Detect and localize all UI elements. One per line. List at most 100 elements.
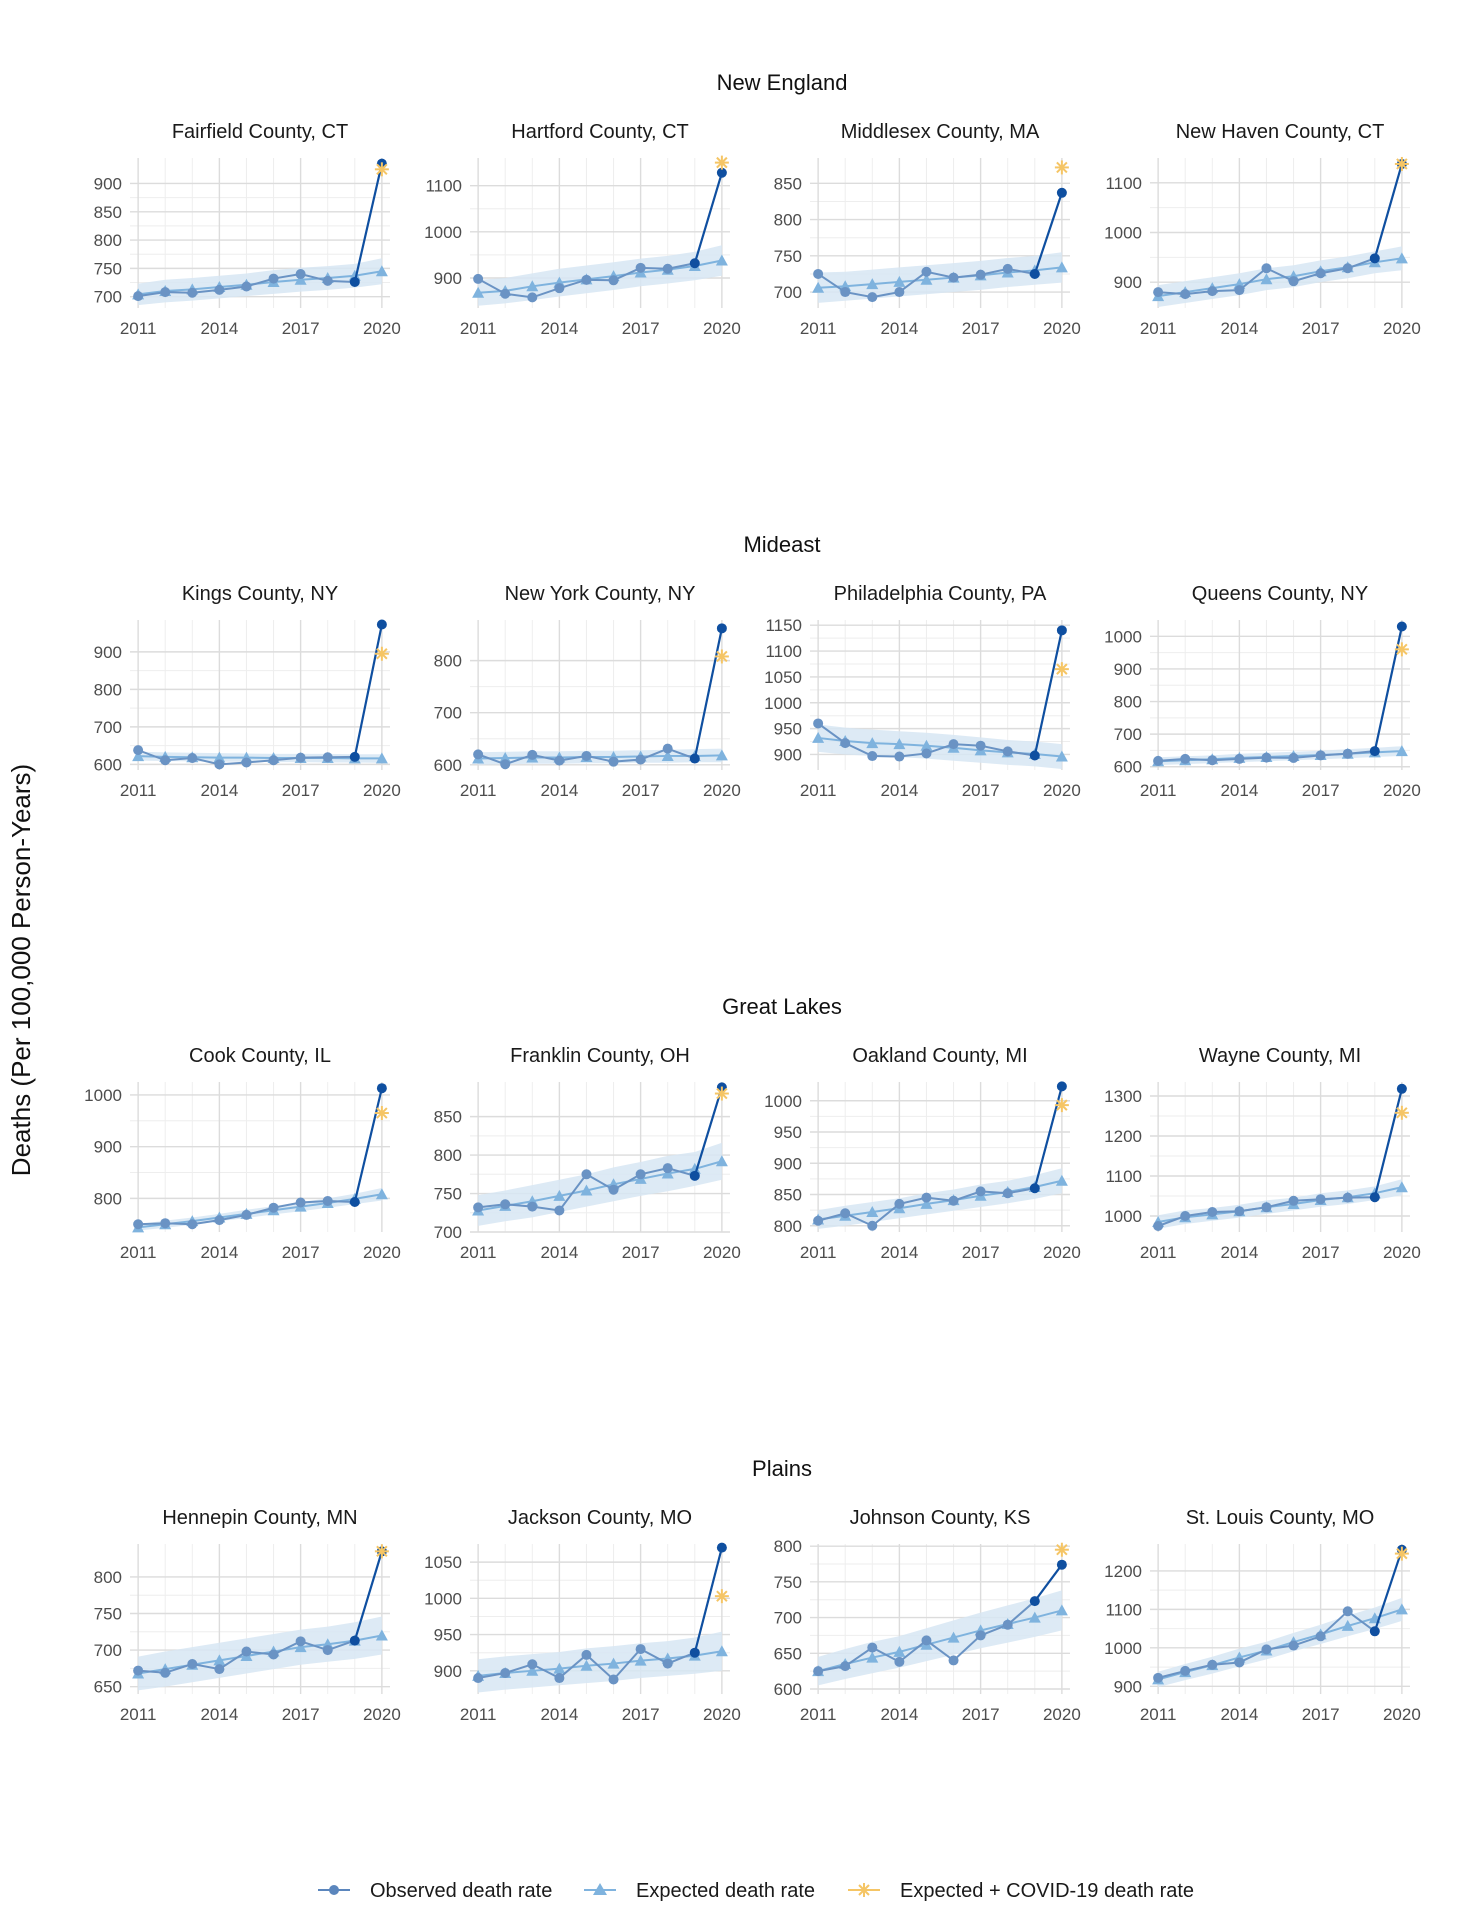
observed-point xyxy=(1056,187,1067,198)
observed-point xyxy=(1369,746,1380,757)
observed-point xyxy=(1315,750,1326,761)
observed-point xyxy=(1153,287,1164,298)
observed-point xyxy=(1342,748,1353,759)
observed-point xyxy=(840,1208,851,1219)
panel-title: Fairfield County, CT xyxy=(172,121,348,143)
y-tick-label: 700 xyxy=(94,288,122,307)
x-tick-label: 2014 xyxy=(540,319,578,338)
observed-point xyxy=(894,1656,905,1667)
observed-point xyxy=(894,1198,905,1209)
expected-point xyxy=(580,1659,593,1671)
panel-hartford-county-ct: Hartford County, CT 2011 2014 2017 2020 900 10… xyxy=(424,121,741,338)
expected-point xyxy=(1395,1603,1408,1615)
expected-point xyxy=(920,273,933,285)
observed-point xyxy=(1056,625,1067,636)
y-tick-label: 900 xyxy=(94,174,122,193)
observed-line-2020 xyxy=(1033,1564,1063,1602)
y-tick-label: 700 xyxy=(774,1609,802,1628)
y-tick-label: 900 xyxy=(1114,273,1142,292)
observed-point xyxy=(1288,752,1299,763)
observed-point xyxy=(1342,263,1353,274)
y-tick-label: 800 xyxy=(94,1189,122,1208)
expected-line xyxy=(1157,257,1403,298)
observed-line-2020 xyxy=(1373,163,1403,259)
x-tick-label: 2017 xyxy=(962,1705,1000,1724)
observed-line-2020 xyxy=(1033,192,1063,275)
x-tick-label: 2020 xyxy=(1383,1705,1421,1724)
expected-point xyxy=(1395,745,1408,757)
x-tick-label: 2017 xyxy=(282,781,320,800)
x-tick-label: 2020 xyxy=(703,781,741,800)
observed-line-2020 xyxy=(353,1550,383,1641)
y-tick-label: 700 xyxy=(774,283,802,302)
observed-point xyxy=(349,751,360,762)
expected-point xyxy=(553,1662,566,1674)
y-tick-label: 800 xyxy=(94,680,122,699)
observed-point xyxy=(349,276,360,287)
legend-item-covid: Expected + COVID-19 death rate xyxy=(848,1880,1194,1902)
observed-point xyxy=(1207,1207,1218,1217)
x-tick-label: 2017 xyxy=(1302,1243,1340,1262)
observed-point xyxy=(662,743,673,754)
covid-point xyxy=(374,1544,389,1559)
observed-point xyxy=(187,1219,198,1230)
expected-band xyxy=(478,1631,722,1693)
observed-point xyxy=(349,1197,360,1207)
covid-point xyxy=(714,155,729,170)
observed-point xyxy=(975,740,986,751)
observed-point xyxy=(1234,753,1245,764)
expected-point xyxy=(1260,273,1273,285)
expected-point xyxy=(213,751,226,763)
panel-title: Cook County, IL xyxy=(189,1045,331,1067)
legend-observed-label: Observed death rate xyxy=(370,1880,552,1902)
y-tick-label: 900 xyxy=(1114,1677,1142,1696)
observed-point xyxy=(840,738,851,749)
x-tick-label: 2011 xyxy=(120,1243,157,1262)
x-tick-label: 2011 xyxy=(800,319,837,338)
y-tick-label: 700 xyxy=(434,1223,462,1242)
observed-point xyxy=(241,1646,252,1657)
observed-point xyxy=(322,1645,333,1656)
observed-point xyxy=(1234,1657,1245,1668)
x-tick-label: 2017 xyxy=(1302,319,1340,338)
observed-line-2020 xyxy=(353,624,383,758)
expected-band xyxy=(478,245,722,306)
y-tick-label: 800 xyxy=(1114,693,1142,712)
x-tick-label: 2014 xyxy=(540,1705,578,1724)
panel-new-york-county-ny: New York County, NY 2011 2014 2017 2020 600 70… xyxy=(434,583,741,800)
x-tick-label: 2014 xyxy=(1220,1243,1258,1262)
expected-point xyxy=(1055,261,1068,273)
y-tick-label: 1100 xyxy=(1105,1167,1142,1186)
observed-point xyxy=(187,753,198,763)
x-tick-label: 2020 xyxy=(363,1705,401,1724)
x-tick-label: 2014 xyxy=(540,1243,578,1262)
observed-point xyxy=(1288,276,1299,287)
x-tick-label: 2011 xyxy=(120,1705,157,1724)
y-tick-label: 600 xyxy=(774,1680,802,1699)
y-tick-label: 1000 xyxy=(764,1092,802,1111)
panel-title: Queens County, NY xyxy=(1192,583,1368,605)
observed-point xyxy=(1056,1081,1067,1092)
expected-point xyxy=(715,749,728,761)
observed-point xyxy=(214,759,225,770)
observed-point xyxy=(1315,268,1326,279)
expected-point xyxy=(866,1206,879,1217)
y-tick-label: 800 xyxy=(94,231,122,250)
expected-point xyxy=(1055,1174,1068,1186)
expected-point xyxy=(132,750,145,762)
y-tick-label: 900 xyxy=(774,1154,802,1173)
expected-point xyxy=(1028,1611,1041,1623)
observed-point xyxy=(1002,263,1013,274)
observed-point xyxy=(1153,1672,1164,1683)
panel-johnson-county-ks: Johnson County, KS 2011 2014 2017 2020 600 650… xyxy=(774,1507,1081,1724)
x-tick-label: 2017 xyxy=(282,319,320,338)
panel-philadelphia-county-pa: Philadelphia County, PA 2011 2014 2017 2020 9… xyxy=(764,583,1081,800)
observed-point xyxy=(554,1205,565,1216)
x-tick-label: 2017 xyxy=(962,319,1000,338)
observed-point xyxy=(1234,1206,1245,1217)
expected-point xyxy=(812,731,825,743)
observed-point xyxy=(1207,286,1218,297)
panel-middlesex-county-ma: Middlesex County, MA 2011 2014 2017 2020 700 7… xyxy=(774,121,1081,338)
observed-point xyxy=(133,745,144,756)
observed-point xyxy=(1153,755,1164,766)
